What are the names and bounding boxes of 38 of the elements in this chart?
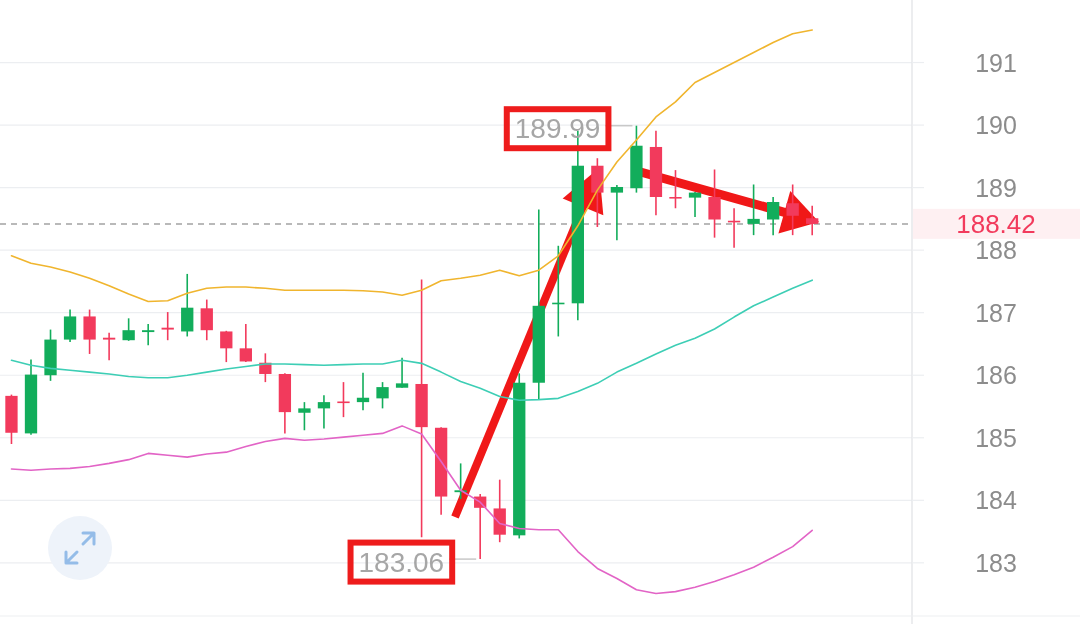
- candlestick: [376, 381, 389, 410]
- y-tick-label: 188: [975, 236, 1017, 265]
- candlestick: [142, 323, 155, 347]
- candlestick: [317, 394, 331, 430]
- candlestick: [806, 204, 819, 236]
- candlestick: [220, 330, 233, 363]
- candlestick: [688, 191, 702, 218]
- candlestick: [337, 381, 350, 418]
- y-tick-label: 183: [975, 548, 1017, 577]
- candlestick: [298, 401, 311, 432]
- candlestick: [669, 169, 682, 210]
- candlestick: [200, 298, 213, 342]
- line-series: [10, 425, 813, 595]
- annotation: 189.99: [514, 113, 601, 145]
- line-series: [10, 29, 813, 303]
- candlestick: [239, 323, 252, 363]
- candlestick: [122, 317, 135, 342]
- candlestick: [708, 168, 721, 239]
- line-series: [10, 279, 813, 402]
- annotation: 183.06: [358, 546, 445, 578]
- y-tick-label: 187: [975, 298, 1017, 327]
- candlestick: [766, 196, 780, 236]
- y-tick-label: 185: [975, 423, 1017, 452]
- y-tick-label: 191: [975, 48, 1017, 77]
- ref-line-label: 188.42: [956, 208, 1036, 239]
- candlestick: [395, 356, 409, 389]
- y-tick-label: 189: [975, 173, 1017, 202]
- candlestick: [83, 308, 96, 355]
- y-tick-label: 184: [975, 486, 1017, 515]
- candlestick: [102, 331, 116, 362]
- y-tick-label: 190: [975, 111, 1017, 140]
- y-tick-label: 186: [975, 361, 1017, 390]
- candlestick: [786, 183, 799, 236]
- candlestick: [63, 308, 77, 343]
- candlestick: [161, 311, 174, 342]
- candlestick: [610, 184, 624, 241]
- candlestick: [181, 273, 194, 338]
- candlestick: [747, 183, 760, 236]
